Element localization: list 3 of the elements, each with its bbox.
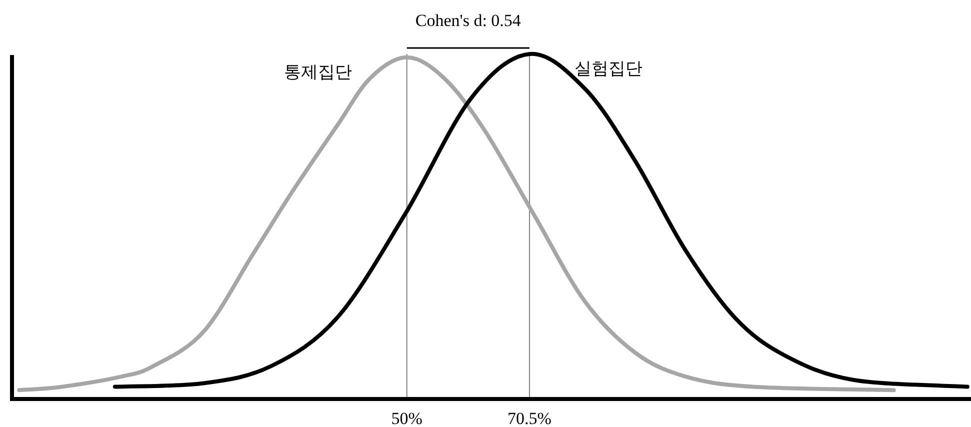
x-tick: 50% bbox=[391, 409, 422, 427]
annotation: Cohen's d: 0.54 bbox=[415, 11, 521, 30]
x-tick: 70.5% bbox=[508, 409, 552, 427]
